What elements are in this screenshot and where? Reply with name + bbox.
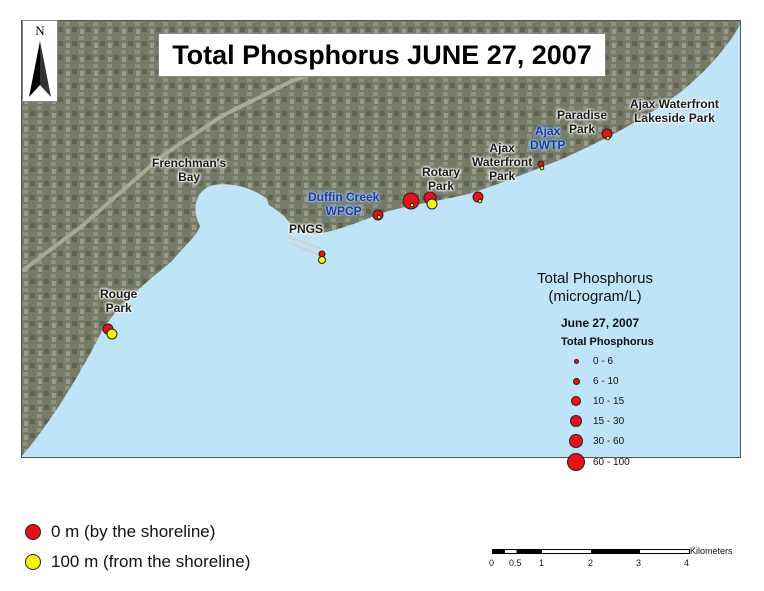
label-duffin-creek: Duffin Creek WPCP <box>308 190 380 218</box>
marker-east-duffin-0m[interactable] <box>402 192 420 210</box>
marker-east-duffin-100m[interactable] <box>409 202 415 208</box>
scale-bar <box>492 549 690 554</box>
legend-class-5: 30 - 60 <box>563 432 624 450</box>
scale-tick-4: 4 <box>684 558 690 568</box>
label-ajax-waterfront-park: Ajax Waterfront Park <box>472 141 533 183</box>
frenchmans-bay-water <box>195 184 269 226</box>
scale-unit: Kilometers <box>690 546 733 556</box>
marker-rouge-100m[interactable] <box>106 328 118 340</box>
scale-tick-1: 1 <box>539 558 545 568</box>
lake-ontario <box>22 24 740 457</box>
legend-class-3: 10 - 15 <box>563 392 624 410</box>
label-frenchmans-bay: Frenchman's Bay <box>152 156 227 184</box>
pngs-pier <box>286 235 323 257</box>
legend-class-1: 0 - 6 <box>563 352 613 370</box>
marker-duffin-100m[interactable] <box>376 214 382 220</box>
legend-title: Total Phosphorus (microgram/L) <box>537 270 653 305</box>
legend-class-4: 15 - 30 <box>563 412 624 430</box>
map-title: Total Phosphorus JUNE 27, 2007 <box>158 33 606 77</box>
legend-class-2: 6 - 10 <box>563 372 619 390</box>
legend-date: June 27, 2007 <box>561 316 640 330</box>
marker-dwtp-100m[interactable] <box>539 165 545 171</box>
label-pngs: PNGS <box>289 222 324 236</box>
label-rotary-park: Rotary Park <box>422 165 461 193</box>
marker-paradise-100m[interactable] <box>605 135 611 141</box>
label-paradise-park: Paradise Park <box>557 108 608 136</box>
scale-tick-3: 3 <box>636 558 642 568</box>
marker-ajaxwf-100m[interactable] <box>477 198 483 204</box>
yellow-dot-icon <box>25 554 41 570</box>
marker-rotary-100m[interactable] <box>426 198 438 210</box>
key-shoreline: 0 m (by the shoreline) <box>25 522 215 542</box>
label-rouge-park: Rouge Park <box>100 287 138 315</box>
north-letter: N <box>35 23 45 38</box>
label-ajax-dwtp: Ajax DWTP <box>530 124 566 152</box>
sample-markers <box>102 128 613 340</box>
map-canvas <box>22 21 740 457</box>
marker-pngs-100m[interactable] <box>318 256 326 264</box>
north-arrow-icon <box>29 41 51 97</box>
north-arrow: N <box>22 20 58 102</box>
label-ajax-lakeside-park: Ajax Waterfront Lakeside Park <box>630 97 719 125</box>
red-dot-icon <box>25 524 41 540</box>
scale-tick-2: 2 <box>588 558 594 568</box>
legend-subtitle: Total Phosphorus <box>561 336 654 348</box>
key-offshore: 100 m (from the shoreline) <box>25 552 250 572</box>
legend-class-6: 60 - 100 <box>563 453 630 471</box>
scale-tick-0-5: 0.5 <box>509 558 522 568</box>
map-frame <box>21 20 741 458</box>
scale-tick-0: 0 <box>489 558 495 568</box>
